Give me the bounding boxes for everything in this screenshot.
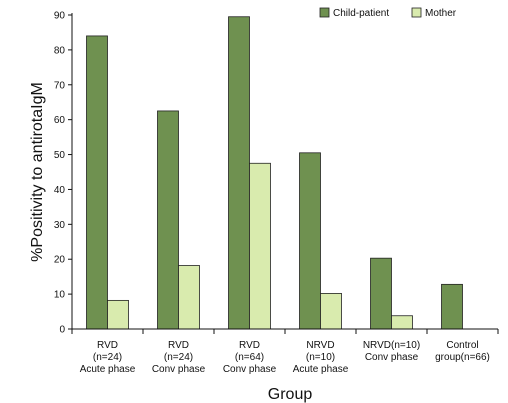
bar-mother-0 <box>107 299 129 330</box>
legend: Child-patient Mother <box>319 7 457 19</box>
bar-child-patient-3 <box>299 152 321 330</box>
bar-child-patient-2 <box>228 16 250 330</box>
x-category-label: RVD (n=64) Conv phase <box>223 340 277 375</box>
y-tick-label: 60 <box>54 115 66 126</box>
x-category-label: NRVD(n=10) Conv phase <box>363 340 420 363</box>
y-tick-label: 70 <box>54 80 66 91</box>
bar-mother-4 <box>391 315 413 330</box>
bar-child-patient-0 <box>86 35 108 330</box>
legend-label-mother: Mother <box>425 8 457 19</box>
bar-child-patient-5 <box>441 283 463 330</box>
bar-mother-1 <box>178 265 200 330</box>
y-tick-label: 0 <box>59 325 65 336</box>
x-category-label: NRVD (n=10) Acute phase <box>293 340 349 375</box>
legend-label-child-patient: Child-patient <box>333 8 389 19</box>
y-tick-label: 30 <box>54 220 66 231</box>
y-tick-label: 20 <box>54 255 66 266</box>
x-category-label: RVD (n=24) Acute phase <box>80 340 136 375</box>
y-axis-title: %Positivity to antirotaIgM <box>29 82 46 262</box>
y-tick-label: 10 <box>54 290 66 301</box>
x-category-label: RVD (n=24) Conv phase <box>152 340 206 375</box>
y-tick-label: 40 <box>54 185 66 196</box>
legend-swatch-mother <box>411 7 422 18</box>
bar-child-patient-1 <box>157 110 179 330</box>
y-tick-label: 80 <box>54 45 66 56</box>
y-tick-label: 50 <box>54 150 66 161</box>
legend-swatch-child-patient <box>319 7 330 18</box>
x-axis-title: Group <box>268 386 313 403</box>
bar-mother-2 <box>249 162 271 330</box>
bar-mother-3 <box>320 293 342 330</box>
x-category-label: Control group(n=66) <box>435 340 490 363</box>
bar-child-patient-4 <box>370 257 392 330</box>
y-tick-label: 90 <box>54 11 66 22</box>
